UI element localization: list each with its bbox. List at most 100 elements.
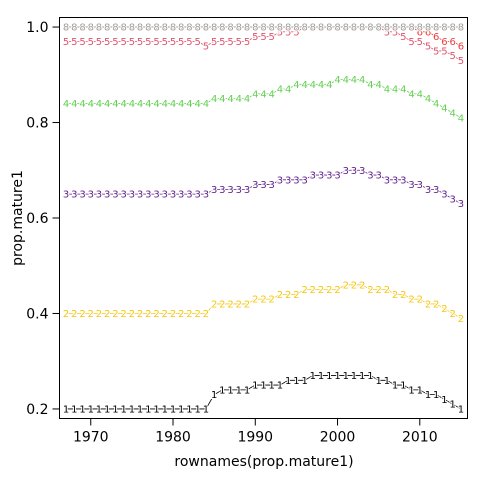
data-point: 2 [162, 309, 168, 320]
data-point: 2 [417, 295, 423, 306]
data-point: 5 [195, 37, 201, 48]
series-line [66, 26, 462, 61]
data-point: 7 [417, 23, 423, 34]
data-point: 4 [334, 75, 340, 86]
x-tick-label: 1970 [73, 430, 109, 446]
data-point: 1 [236, 385, 242, 396]
data-point: 2 [285, 290, 291, 301]
data-point: 4 [301, 80, 307, 91]
data-point: 1 [334, 371, 340, 382]
data-point: 1 [104, 404, 110, 415]
data-point: 4 [145, 99, 151, 110]
data-point: 5 [433, 46, 439, 57]
data-point: 6 [120, 23, 126, 34]
data-point: 8 [310, 23, 316, 34]
data-point: 5 [269, 32, 275, 43]
data-point: 5 [359, 23, 365, 34]
data-point: 7 [219, 23, 225, 34]
data-point: 8 [392, 23, 398, 34]
data-point: 1 [375, 376, 381, 387]
data-point: 5 [137, 37, 143, 48]
data-point: 8 [269, 23, 275, 34]
data-point: 4 [88, 99, 94, 110]
data-point: 7 [301, 23, 307, 34]
data-point: 2 [334, 285, 340, 296]
data-point: 6 [293, 23, 299, 34]
data-point: 5 [170, 37, 176, 48]
data-point: 1 [219, 385, 225, 396]
data-point: 7 [310, 23, 316, 34]
data-point: 2 [408, 295, 414, 306]
data-point: 2 [244, 299, 250, 310]
data-point: 5 [343, 23, 349, 34]
data-point: 2 [195, 309, 201, 320]
data-point: 3 [326, 171, 332, 182]
data-point: 2 [63, 309, 69, 320]
data-point: 2 [367, 285, 373, 296]
data-point: 1 [178, 404, 184, 415]
data-point: 3 [417, 180, 423, 191]
data-point: 3 [170, 190, 176, 201]
data-point: 2 [104, 309, 110, 320]
data-point: 4 [186, 99, 192, 110]
data-point: 8 [129, 23, 135, 34]
data-point: 6 [227, 23, 233, 34]
data-point: 2 [351, 280, 357, 291]
data-point: 5 [450, 51, 456, 62]
data-point: 3 [211, 185, 217, 196]
data-point: 5 [88, 37, 94, 48]
x-tick-label: 2000 [320, 430, 356, 446]
data-point: 1 [384, 376, 390, 387]
data-point: 7 [244, 23, 250, 34]
data-point: 5 [441, 46, 447, 57]
y-tick-label: 1.0 [26, 20, 48, 36]
data-point: 1 [63, 404, 69, 415]
data-point: 8 [63, 23, 69, 34]
data-point: 8 [112, 23, 118, 34]
data-point: 8 [96, 23, 102, 34]
data-point: 6 [178, 23, 184, 34]
data-point: 4 [277, 85, 283, 96]
data-point: 6 [162, 23, 168, 34]
x-tick-label: 1990 [237, 430, 273, 446]
data-point: 8 [227, 23, 233, 34]
data-point: 5 [203, 42, 209, 53]
data-point: 8 [351, 23, 357, 34]
data-point: 4 [384, 85, 390, 96]
data-point: 5 [104, 37, 110, 48]
data-point: 3 [285, 175, 291, 186]
data-point: 3 [129, 190, 135, 201]
data-point: 8 [186, 23, 192, 34]
data-point: 8 [71, 23, 77, 34]
data-point: 6 [79, 23, 85, 34]
series-line [66, 169, 462, 205]
data-point: 5 [186, 37, 192, 48]
data-point: 6 [400, 23, 406, 34]
data-point: 6 [458, 42, 464, 53]
data-point: 2 [186, 309, 192, 320]
data-point: 3 [343, 166, 349, 177]
data-point: 2 [277, 290, 283, 301]
data-point: 3 [219, 185, 225, 196]
data-point: 3 [260, 180, 266, 191]
data-point: 8 [433, 23, 439, 34]
data-point: 7 [458, 23, 464, 34]
data-point: 2 [343, 280, 349, 291]
data-point: 4 [63, 99, 69, 110]
data-point: 6 [63, 23, 69, 34]
data-point: 2 [301, 285, 307, 296]
data-point: 7 [71, 23, 77, 34]
data-point: 3 [367, 171, 373, 182]
data-point: 5 [408, 37, 414, 48]
data-point: 6 [219, 23, 225, 34]
data-point: 8 [318, 23, 324, 34]
data-point: 6 [417, 27, 423, 38]
data-point: 5 [293, 27, 299, 38]
data-point: 2 [236, 299, 242, 310]
data-point: 7 [334, 23, 340, 34]
data-point: 8 [195, 23, 201, 34]
data-point: 4 [400, 85, 406, 96]
data-point: 8 [137, 23, 143, 34]
